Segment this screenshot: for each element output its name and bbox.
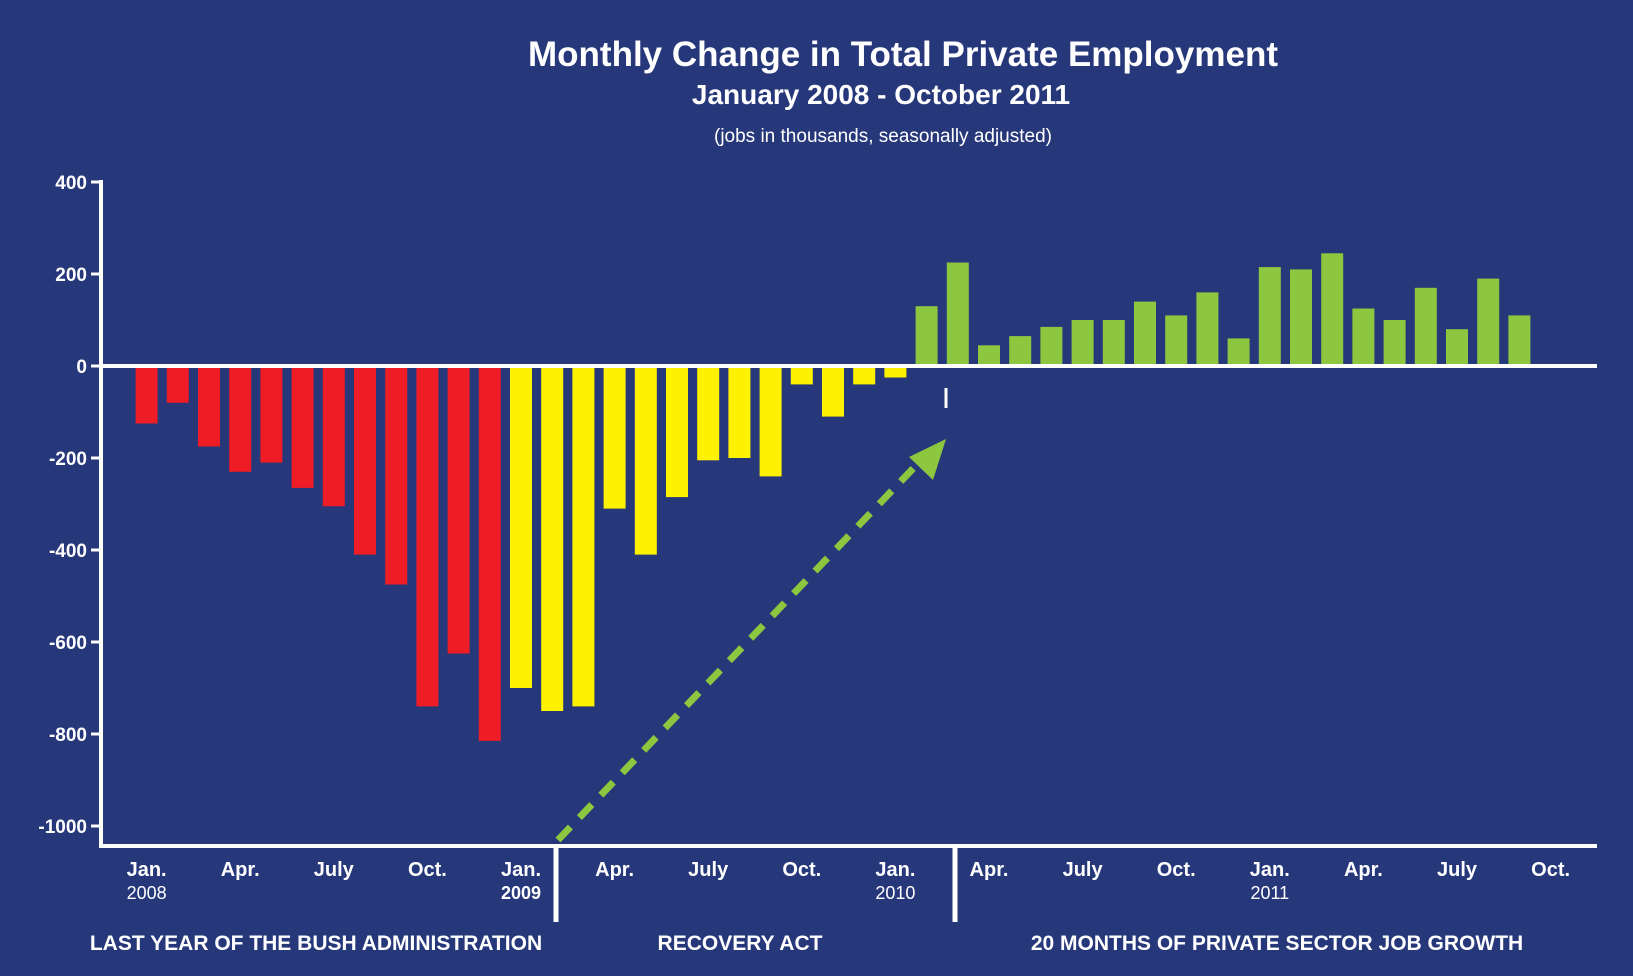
y-tick-label-0: 400 [55, 173, 87, 194]
bar-month-35 [1227, 338, 1250, 366]
recovery-arrow-head [909, 439, 946, 480]
x-year-label-0: 2008 [127, 883, 167, 903]
bar-month-16 [634, 366, 657, 555]
bar-month-17 [666, 366, 688, 498]
bar-month-5 [291, 366, 314, 488]
bar-month-21 [790, 366, 813, 385]
bar-month-11 [478, 366, 501, 741]
bar-month-15 [603, 366, 626, 509]
x-year-label-12: 2011 [1250, 883, 1289, 903]
bar-month-19 [728, 366, 751, 458]
x-tick-label-3: Oct. [408, 859, 447, 881]
y-tick-label-3: -200 [49, 449, 87, 470]
x-tick-label-9: Apr. [970, 859, 1009, 881]
bar-month-30 [1071, 320, 1094, 366]
x-tick-label-12: Jan. [1250, 859, 1290, 881]
x-tick-label-6: July [688, 859, 729, 881]
chart-title: Monthly Change in Total Private Employme… [528, 35, 1278, 74]
x-tick-label-4: Jan. [501, 859, 541, 881]
bar-month-0 [135, 366, 158, 424]
y-tick-label-1: 200 [55, 265, 87, 286]
y-tick-label-5: -600 [49, 633, 87, 654]
bar-month-29 [1040, 326, 1063, 366]
chart-subtitle: January 2008 - October 2011 [692, 79, 1070, 110]
bar-month-2 [198, 366, 220, 447]
x-tick-label-1: Apr. [221, 859, 260, 881]
x-tick-label-10: July [1063, 859, 1104, 881]
bar-month-18 [697, 366, 720, 461]
bar-month-9 [416, 366, 439, 707]
bar-month-36 [1258, 267, 1281, 366]
bar-month-8 [385, 366, 408, 585]
recovery-arrow-shaft [555, 452, 929, 843]
bar-month-13 [541, 366, 564, 711]
x-tick-label-13: Apr. [1344, 859, 1383, 881]
bar-month-20 [759, 366, 782, 477]
bar-month-33 [1165, 315, 1188, 366]
x-tick-label-2: July [314, 859, 355, 881]
bar-month-43 [1477, 278, 1500, 366]
bars-group [101, 253, 1597, 741]
y-tick-label-6: -800 [49, 725, 87, 746]
y-tick-label-4: -400 [49, 541, 87, 562]
era-labels: LAST YEAR OF THE BUSH ADMINISTRATION RECO… [90, 846, 1523, 955]
bar-month-25 [915, 306, 938, 366]
bar-month-1 [166, 366, 189, 403]
x-tick-label-14: July [1437, 859, 1478, 881]
bar-month-10 [447, 366, 470, 654]
recovery-arrow [555, 388, 948, 843]
y-tick-label-7: -1000 [38, 817, 87, 838]
y-axis: 400 200 0 -200 -400 -600 -800 -1000 [38, 173, 103, 846]
x-tick-label-15: Oct. [1531, 859, 1570, 881]
era-label-0: LAST YEAR OF THE BUSH ADMINISTRATION [90, 932, 542, 955]
bar-month-34 [1196, 292, 1219, 366]
y-tick-label-2: 0 [76, 357, 87, 378]
bar-month-37 [1290, 269, 1312, 366]
bar-month-40 [1383, 320, 1406, 366]
bar-month-42 [1446, 329, 1468, 366]
bar-month-12 [510, 366, 532, 688]
x-year-label-4: 2009 [501, 883, 541, 903]
bar-month-38 [1321, 253, 1344, 366]
x-tick-label-7: Oct. [782, 859, 821, 881]
bar-month-6 [322, 366, 345, 507]
bar-month-39 [1352, 308, 1375, 366]
bar-month-3 [229, 366, 252, 472]
bar-month-28 [1009, 336, 1032, 366]
bar-month-22 [822, 366, 844, 417]
era-label-1: RECOVERY ACT [658, 932, 823, 955]
bar-month-24 [884, 366, 907, 378]
bar-month-31 [1102, 320, 1125, 366]
bar-month-44 [1508, 315, 1531, 366]
bar-month-26 [946, 262, 969, 366]
bar-month-14 [572, 366, 595, 707]
bar-month-7 [354, 366, 376, 555]
x-tick-label-0: Jan. [127, 859, 167, 881]
bar-month-32 [1134, 301, 1156, 366]
bar-month-27 [978, 345, 1000, 366]
x-tick-label-11: Oct. [1157, 859, 1196, 881]
chart-units-note: (jobs in thousands, seasonally adjusted) [714, 126, 1052, 147]
bar-month-4 [260, 366, 283, 463]
bar-month-41 [1414, 287, 1437, 366]
era-label-2: 20 MONTHS OF PRIVATE SECTOR JOB GROWTH [1031, 932, 1523, 955]
x-tick-label-8: Jan. [875, 859, 915, 881]
x-tick-label-5: Apr. [595, 859, 634, 881]
x-year-label-8: 2010 [875, 883, 915, 903]
bar-month-23 [853, 366, 876, 385]
